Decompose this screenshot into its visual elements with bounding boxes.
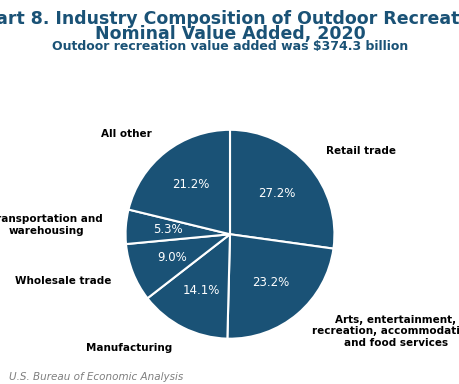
Wedge shape bbox=[230, 130, 334, 248]
Text: 21.2%: 21.2% bbox=[172, 179, 209, 192]
Text: Arts, entertainment,
recreation, accommodation,
and food services: Arts, entertainment, recreation, accommo… bbox=[312, 315, 459, 348]
Text: Nominal Value Added, 2020: Nominal Value Added, 2020 bbox=[95, 25, 364, 43]
Wedge shape bbox=[126, 234, 230, 298]
Text: Wholesale trade: Wholesale trade bbox=[15, 276, 111, 286]
Text: All other: All other bbox=[101, 129, 151, 139]
Wedge shape bbox=[128, 130, 230, 234]
Text: 23.2%: 23.2% bbox=[252, 276, 289, 288]
Text: Chart 8. Industry Composition of Outdoor Recreation: Chart 8. Industry Composition of Outdoor… bbox=[0, 10, 459, 28]
Text: 14.1%: 14.1% bbox=[183, 284, 220, 297]
Text: 27.2%: 27.2% bbox=[258, 187, 295, 200]
Text: Manufacturing: Manufacturing bbox=[86, 343, 172, 353]
Wedge shape bbox=[125, 210, 230, 244]
Text: Retail trade: Retail trade bbox=[325, 146, 395, 156]
Text: Transportation and
warehousing: Transportation and warehousing bbox=[0, 214, 103, 236]
Text: 5.3%: 5.3% bbox=[152, 223, 182, 236]
Text: Outdoor recreation value added was $374.3 billion: Outdoor recreation value added was $374.… bbox=[52, 40, 407, 53]
Text: 9.0%: 9.0% bbox=[157, 251, 186, 264]
Wedge shape bbox=[227, 234, 333, 339]
Text: U.S. Bureau of Economic Analysis: U.S. Bureau of Economic Analysis bbox=[9, 372, 183, 382]
Wedge shape bbox=[147, 234, 230, 339]
